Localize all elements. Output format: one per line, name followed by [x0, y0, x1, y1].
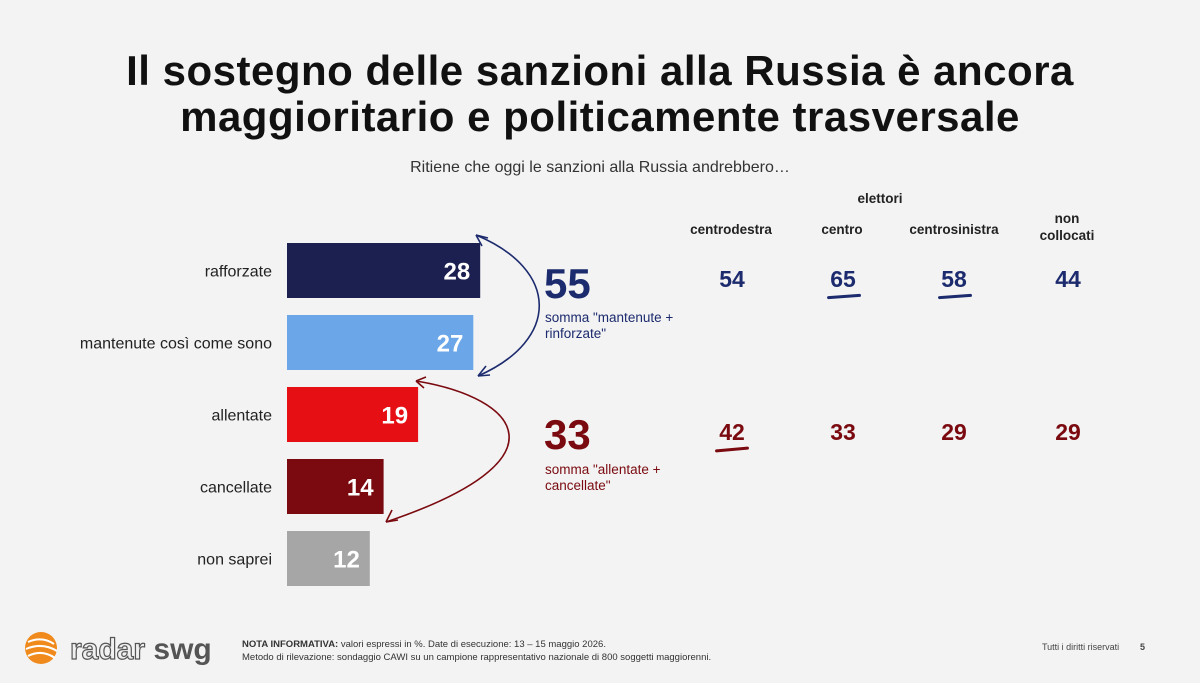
bar-value-label-0: 28	[443, 259, 470, 286]
support-arrowhead-bottom	[477, 365, 491, 377]
col-header-centrosinistra: centrosinistra	[909, 222, 999, 237]
opposition-arrowhead-bottom	[385, 509, 399, 523]
col-header-centro: centro	[821, 222, 863, 237]
method-text: Metodo di rilevazione: sondaggio CAWI su…	[242, 652, 712, 663]
support-centrosinistra: 58	[941, 266, 967, 292]
support-non-collocati: 44	[1055, 266, 1081, 292]
opposition-bracket-arrow	[385, 380, 510, 523]
bar-value-label-1: 27	[437, 331, 464, 358]
rights-text: Tutti i diritti riservati	[1042, 642, 1120, 652]
question-text: Ritiene che oggi le sanzioni alla Russia…	[410, 159, 790, 176]
radar-logo-icon	[25, 632, 58, 664]
opposition-centrosinistra: 29	[941, 419, 967, 445]
note-text: valori espressi in %. Date di esecuzione…	[340, 639, 606, 650]
title-line-2: maggioritario e politicamente trasversal…	[180, 93, 1020, 140]
support-caption-line-1: somma "mantenute +	[545, 310, 674, 325]
bar-1	[287, 315, 474, 370]
support-caption-line-2: rinforzate"	[545, 326, 607, 341]
support-arrowhead-top	[475, 234, 489, 247]
bar-3	[287, 459, 384, 514]
support-centro: 65	[830, 266, 856, 292]
opposition-non-collocati: 29	[1055, 419, 1081, 445]
opposition-arrowhead-top	[415, 376, 427, 389]
category-label-4: non saprei	[197, 552, 272, 569]
note-label: NOTA INFORMATIVA:	[242, 639, 339, 650]
electorate-group-label: elettori	[857, 191, 903, 206]
bar-value-label-3: 14	[347, 475, 374, 502]
bar-value-label-4: 12	[333, 547, 360, 574]
bar-value-label-2: 19	[381, 403, 408, 430]
opposition-sum-caption: somma "allentate + cancellate"	[545, 462, 660, 494]
category-label-1: mantenute così come sono	[80, 336, 272, 353]
bar-4	[287, 531, 370, 586]
radar-swg-logo: radar swg	[69, 633, 212, 666]
category-label-2: allentate	[212, 408, 273, 425]
logo-word-swg: swg	[153, 633, 212, 666]
support-sum-value: 55	[544, 260, 591, 307]
support-bracket-arrow	[475, 234, 541, 377]
col-header-non-collocati: non collocati	[1039, 211, 1095, 243]
support-sum-caption: somma "mantenute + rinforzate"	[545, 310, 673, 342]
col-header-centrodestra: centrodestra	[690, 222, 772, 237]
support-centrodestra: 54	[719, 266, 745, 292]
opposition-centro: 33	[830, 419, 856, 445]
opposition-caption-line-2: cancellate"	[545, 478, 611, 493]
opposition-sum-value: 33	[544, 411, 591, 458]
title-line-1: Il sostegno delle sanzioni alla Russia è…	[126, 47, 1074, 94]
page-number: 5	[1140, 642, 1146, 652]
footer-note: NOTA INFORMATIVA: valori espressi in %. …	[242, 638, 711, 664]
opposition-caption-line-1: somma "allentate +	[545, 462, 661, 477]
bar-0	[287, 243, 481, 298]
page-title: Il sostegno delle sanzioni alla Russia è…	[0, 48, 1200, 140]
bar-2	[287, 387, 419, 442]
logo-word-radar: radar	[69, 633, 146, 666]
category-label-3: cancellate	[200, 480, 272, 497]
opposition-centrodestra: 42	[719, 419, 745, 445]
category-label-0: rafforzate	[205, 264, 272, 281]
